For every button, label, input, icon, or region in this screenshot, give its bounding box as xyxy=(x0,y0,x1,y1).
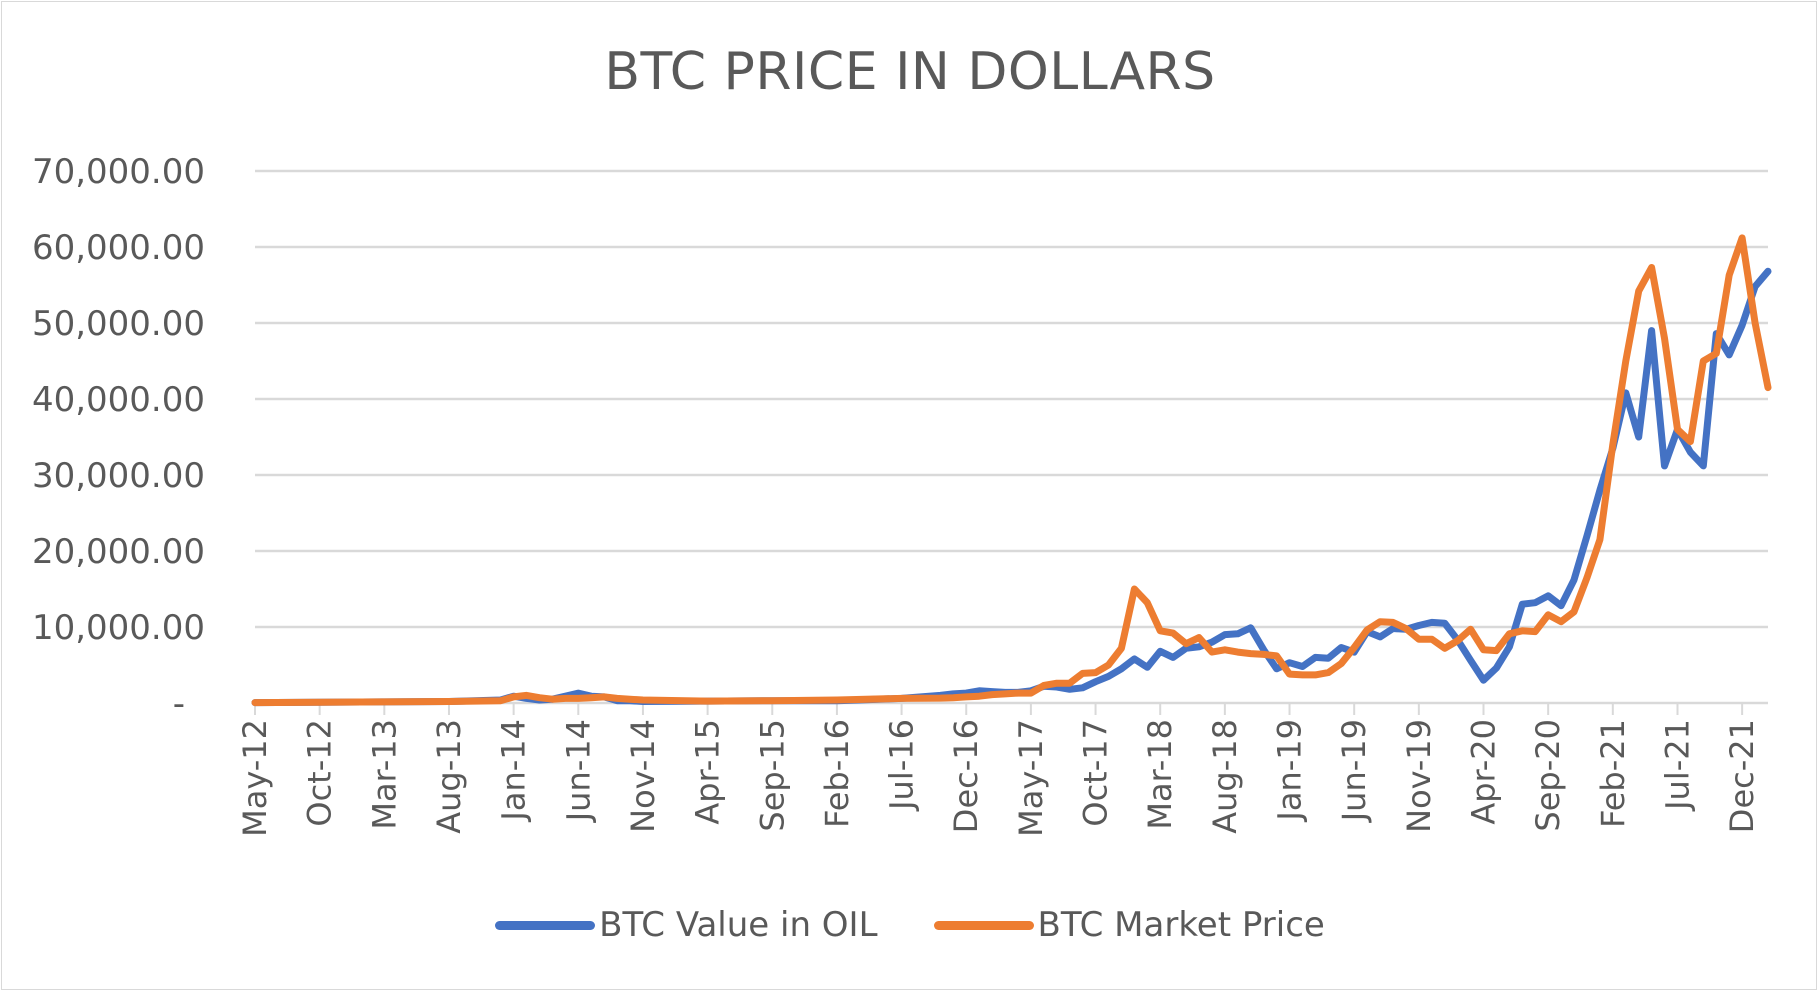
x-tick-label: Oct-12 xyxy=(301,719,339,827)
chart-title: BTC PRICE IN DOLLARS xyxy=(604,42,1216,102)
x-tick-label: Jun-14 xyxy=(559,719,597,823)
x-tick-label: Jun-19 xyxy=(1335,719,1373,823)
y-axis-ticks: - 10,000.00 20,000.00 30,000.00 40,000.00 50,… xyxy=(32,152,205,724)
legend-label-series-2: BTC Market Price xyxy=(1037,905,1325,945)
x-tick-label: Jul-21 xyxy=(1658,719,1696,812)
y-tick-label: 70,000.00 xyxy=(32,152,205,192)
legend-swatch-series-2 xyxy=(933,920,1034,930)
x-tick-label: Oct-17 xyxy=(1077,719,1115,827)
x-tick-label: Sep-15 xyxy=(753,719,791,832)
x-tick-label: Aug-18 xyxy=(1206,719,1244,834)
legend-item-series-2: BTC Market Price xyxy=(933,905,1325,945)
x-tick-label: Mar-18 xyxy=(1141,719,1179,830)
y-tick-label: 30,000.00 xyxy=(32,456,205,496)
series-line-1 xyxy=(251,267,1772,707)
gridlines xyxy=(255,169,1768,705)
x-tick-label: Mar-13 xyxy=(365,719,403,830)
x-tick-label: Jan-14 xyxy=(495,719,533,823)
legend: BTC Value in OIL BTC Market Price xyxy=(0,900,1820,950)
x-tick-label: Sep-20 xyxy=(1529,719,1567,832)
y-tick-label: 40,000.00 xyxy=(32,380,205,420)
x-tick-label: Dec-21 xyxy=(1723,719,1761,833)
legend-item-series-1: BTC Value in OIL xyxy=(495,905,878,945)
y-tick-label: 50,000.00 xyxy=(32,304,205,344)
legend-swatch-series-1 xyxy=(495,920,596,930)
x-tick-label: Feb-21 xyxy=(1594,719,1632,828)
series-line-2 xyxy=(251,234,1772,707)
x-tick-label: Feb-16 xyxy=(818,719,856,828)
x-tick-label: May-12 xyxy=(236,719,274,837)
y-tick-label: - xyxy=(173,684,185,724)
x-tick-label: Aug-13 xyxy=(430,719,468,834)
x-tick-label: Dec-16 xyxy=(947,719,985,833)
series-lines xyxy=(251,234,1772,707)
legend-label-series-1: BTC Value in OIL xyxy=(599,905,878,945)
x-tick-label: Apr-15 xyxy=(689,719,727,825)
y-tick-label: 20,000.00 xyxy=(32,532,205,572)
x-tick-label: Jan-19 xyxy=(1271,719,1309,823)
y-tick-label: 10,000.00 xyxy=(32,608,205,648)
x-axis-ticks: May-12 Oct-12 Mar-13 Aug-13 Jan-14 Jun-14 Nov-… xyxy=(236,703,1761,837)
x-tick-label: Nov-14 xyxy=(624,719,662,833)
x-tick-label: May-17 xyxy=(1012,719,1050,837)
x-tick-label: Apr-20 xyxy=(1465,719,1503,825)
x-tick-label: Jul-16 xyxy=(883,719,921,812)
x-tick-label: Nov-19 xyxy=(1400,719,1438,833)
y-tick-label: 60,000.00 xyxy=(32,228,205,268)
